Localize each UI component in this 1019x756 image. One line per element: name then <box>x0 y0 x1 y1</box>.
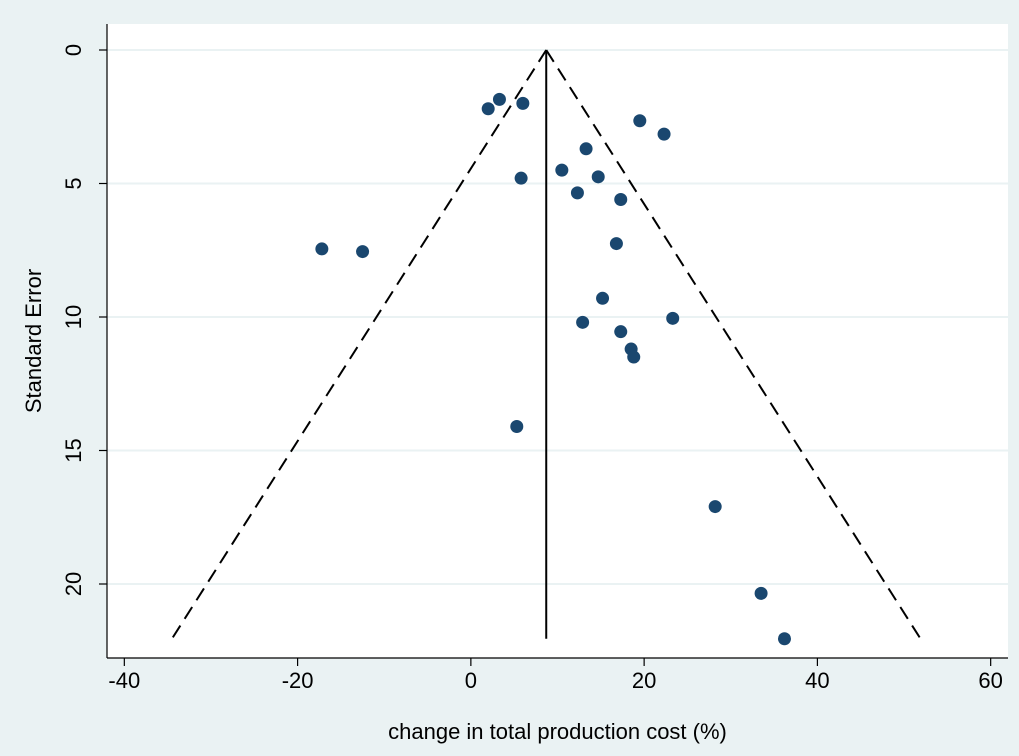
data-point <box>614 193 628 207</box>
data-point <box>516 96 530 110</box>
x-tick-label: -20 <box>282 668 314 693</box>
funnel-right-limit <box>545 49 922 640</box>
funnel-left-limit <box>171 49 548 640</box>
x-tick-label: 0 <box>465 668 477 693</box>
data-point <box>627 350 641 364</box>
data-point <box>777 632 791 646</box>
gridlines <box>107 49 1008 585</box>
data-point <box>514 171 528 185</box>
y-axis-label: Standard Error <box>21 269 46 413</box>
plot-area <box>107 24 1008 658</box>
data-point <box>315 242 329 256</box>
funnel-lines <box>171 49 922 640</box>
data-point <box>576 315 590 329</box>
x-axis-label: change in total production cost (%) <box>388 719 727 744</box>
data-point <box>666 311 680 325</box>
data-point <box>591 170 605 184</box>
y-tick-label: 0 <box>61 44 86 56</box>
data-point <box>570 186 584 200</box>
x-tick-label: 40 <box>805 668 829 693</box>
axes: 0 5 10 15 20 -40 -20 0 20 40 60 <box>61 24 1008 693</box>
data-point <box>481 102 495 116</box>
x-tick-label: 20 <box>632 668 656 693</box>
data-point <box>356 245 370 259</box>
x-tick-label: 60 <box>978 668 1002 693</box>
data-point <box>579 142 593 156</box>
data-point <box>708 500 722 514</box>
data-point <box>555 163 569 177</box>
data-point <box>492 92 506 106</box>
data-point <box>657 127 671 141</box>
data-point <box>754 586 768 600</box>
y-tick-label: 10 <box>61 305 86 329</box>
data-point <box>596 291 610 305</box>
y-tick-label: 20 <box>61 572 86 596</box>
y-tick-label: 5 <box>61 177 86 189</box>
y-tick-label: 15 <box>61 438 86 462</box>
data-point <box>510 419 524 433</box>
x-tick-label: -40 <box>108 668 140 693</box>
data-points <box>315 92 791 646</box>
data-point <box>609 237 623 251</box>
data-point <box>614 325 628 339</box>
data-point <box>633 114 647 128</box>
